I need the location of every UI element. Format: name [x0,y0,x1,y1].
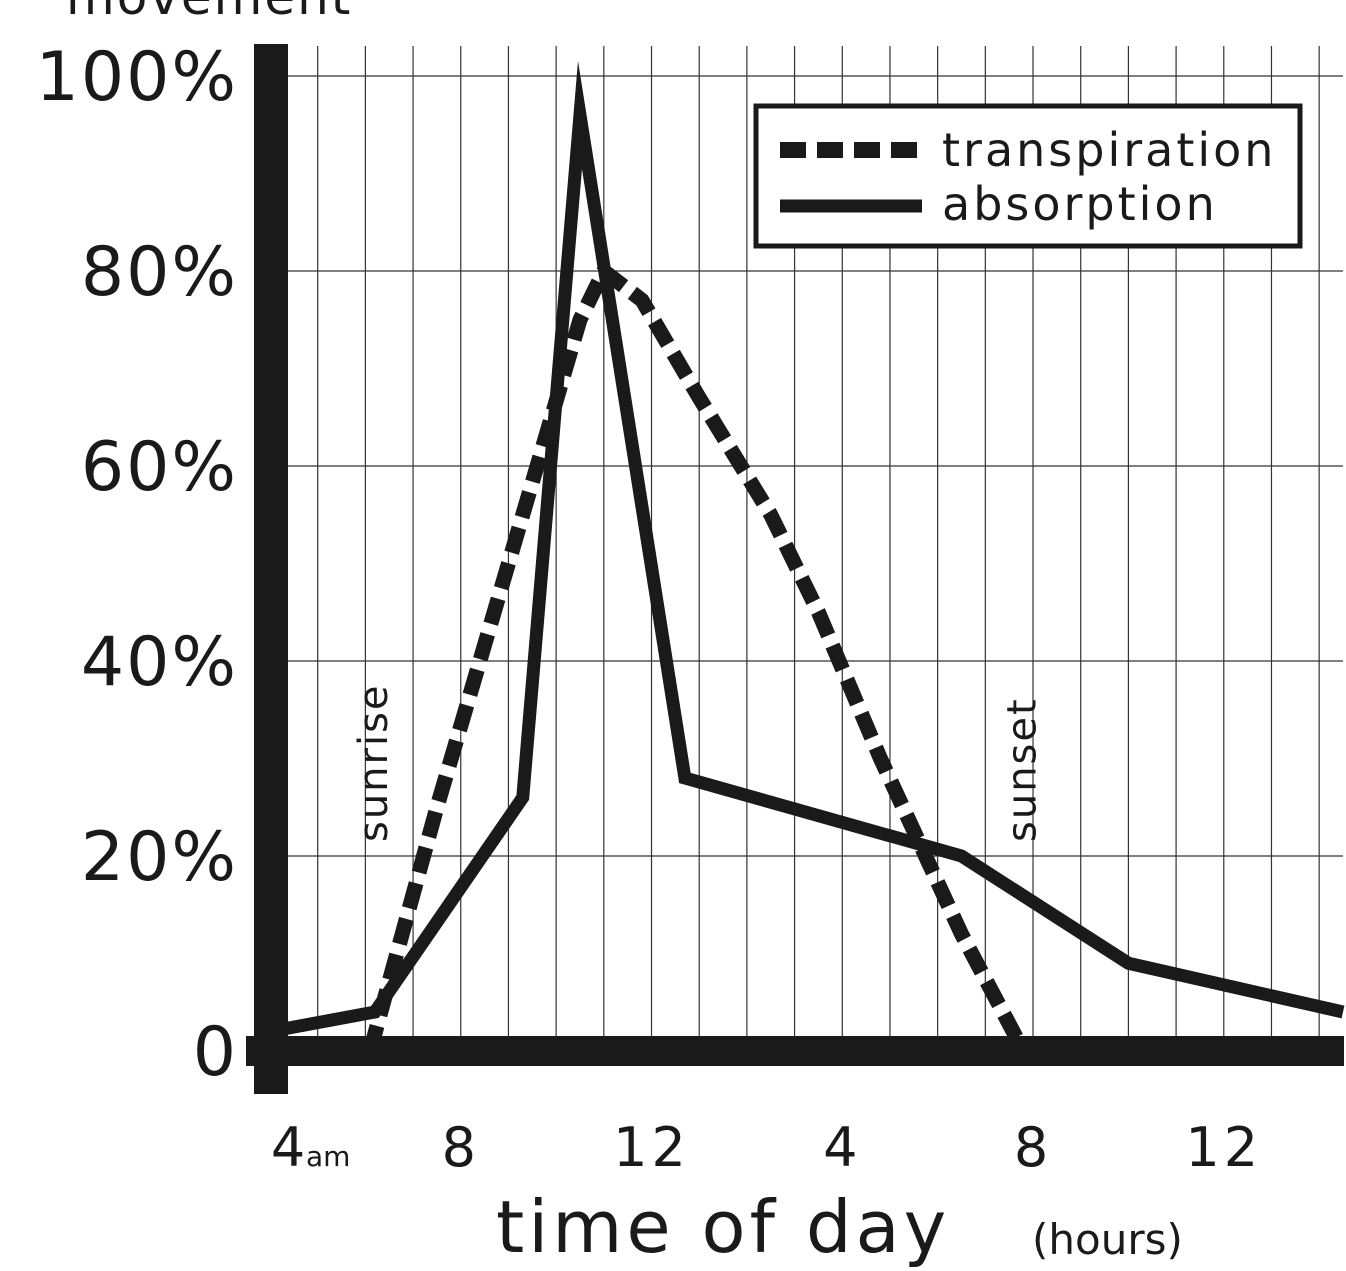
legend-label-absorption: absorption [942,177,1218,231]
y-axis-line [254,44,288,1094]
annotation-sunrise: sunrise [351,683,397,842]
x-axis-title: time of day [496,1185,950,1269]
x-tick-label: 8 [442,1116,480,1179]
x-tick-label: 8 [1014,1116,1052,1179]
x-tick-suffix: am [306,1140,350,1173]
y-tick-label: 40% [81,623,238,702]
x-tick-label: 12 [613,1116,690,1179]
y-tick-label: 100% [36,38,238,117]
annotations: sunrise sunset [351,683,1046,842]
annotation-sunset: sunset [999,697,1045,842]
series-line-transpiration [362,259,1031,1055]
x-axis-unit: (hours) [1032,1215,1183,1264]
legend-box [753,103,1303,249]
x-tick-labels: 4am 8 12 4 8 12 [271,1116,1262,1179]
series [268,60,1345,1055]
x-tick-label: 4 [271,1116,309,1179]
y-axis-label: movement [66,0,352,26]
y-tick-label: 20% [81,818,238,897]
y-tick-label: 60% [81,428,238,507]
axes [246,44,1344,1094]
legend: transpiration absorption [753,103,1303,249]
x-axis-label: time of day (hours) [496,1185,1183,1269]
x-axis-line [246,1036,1344,1066]
legend-label-transpiration: transpiration [942,123,1276,177]
y-tick-label: 80% [81,233,238,312]
x-tick-label: 4 [823,1116,861,1179]
series-line-absorption [268,60,1345,1038]
y-tick-label: 0 [193,1013,238,1092]
x-tick-label: 12 [1185,1116,1262,1179]
y-tick-labels: 0 20% 40% 60% 80% 100% [36,38,238,1092]
